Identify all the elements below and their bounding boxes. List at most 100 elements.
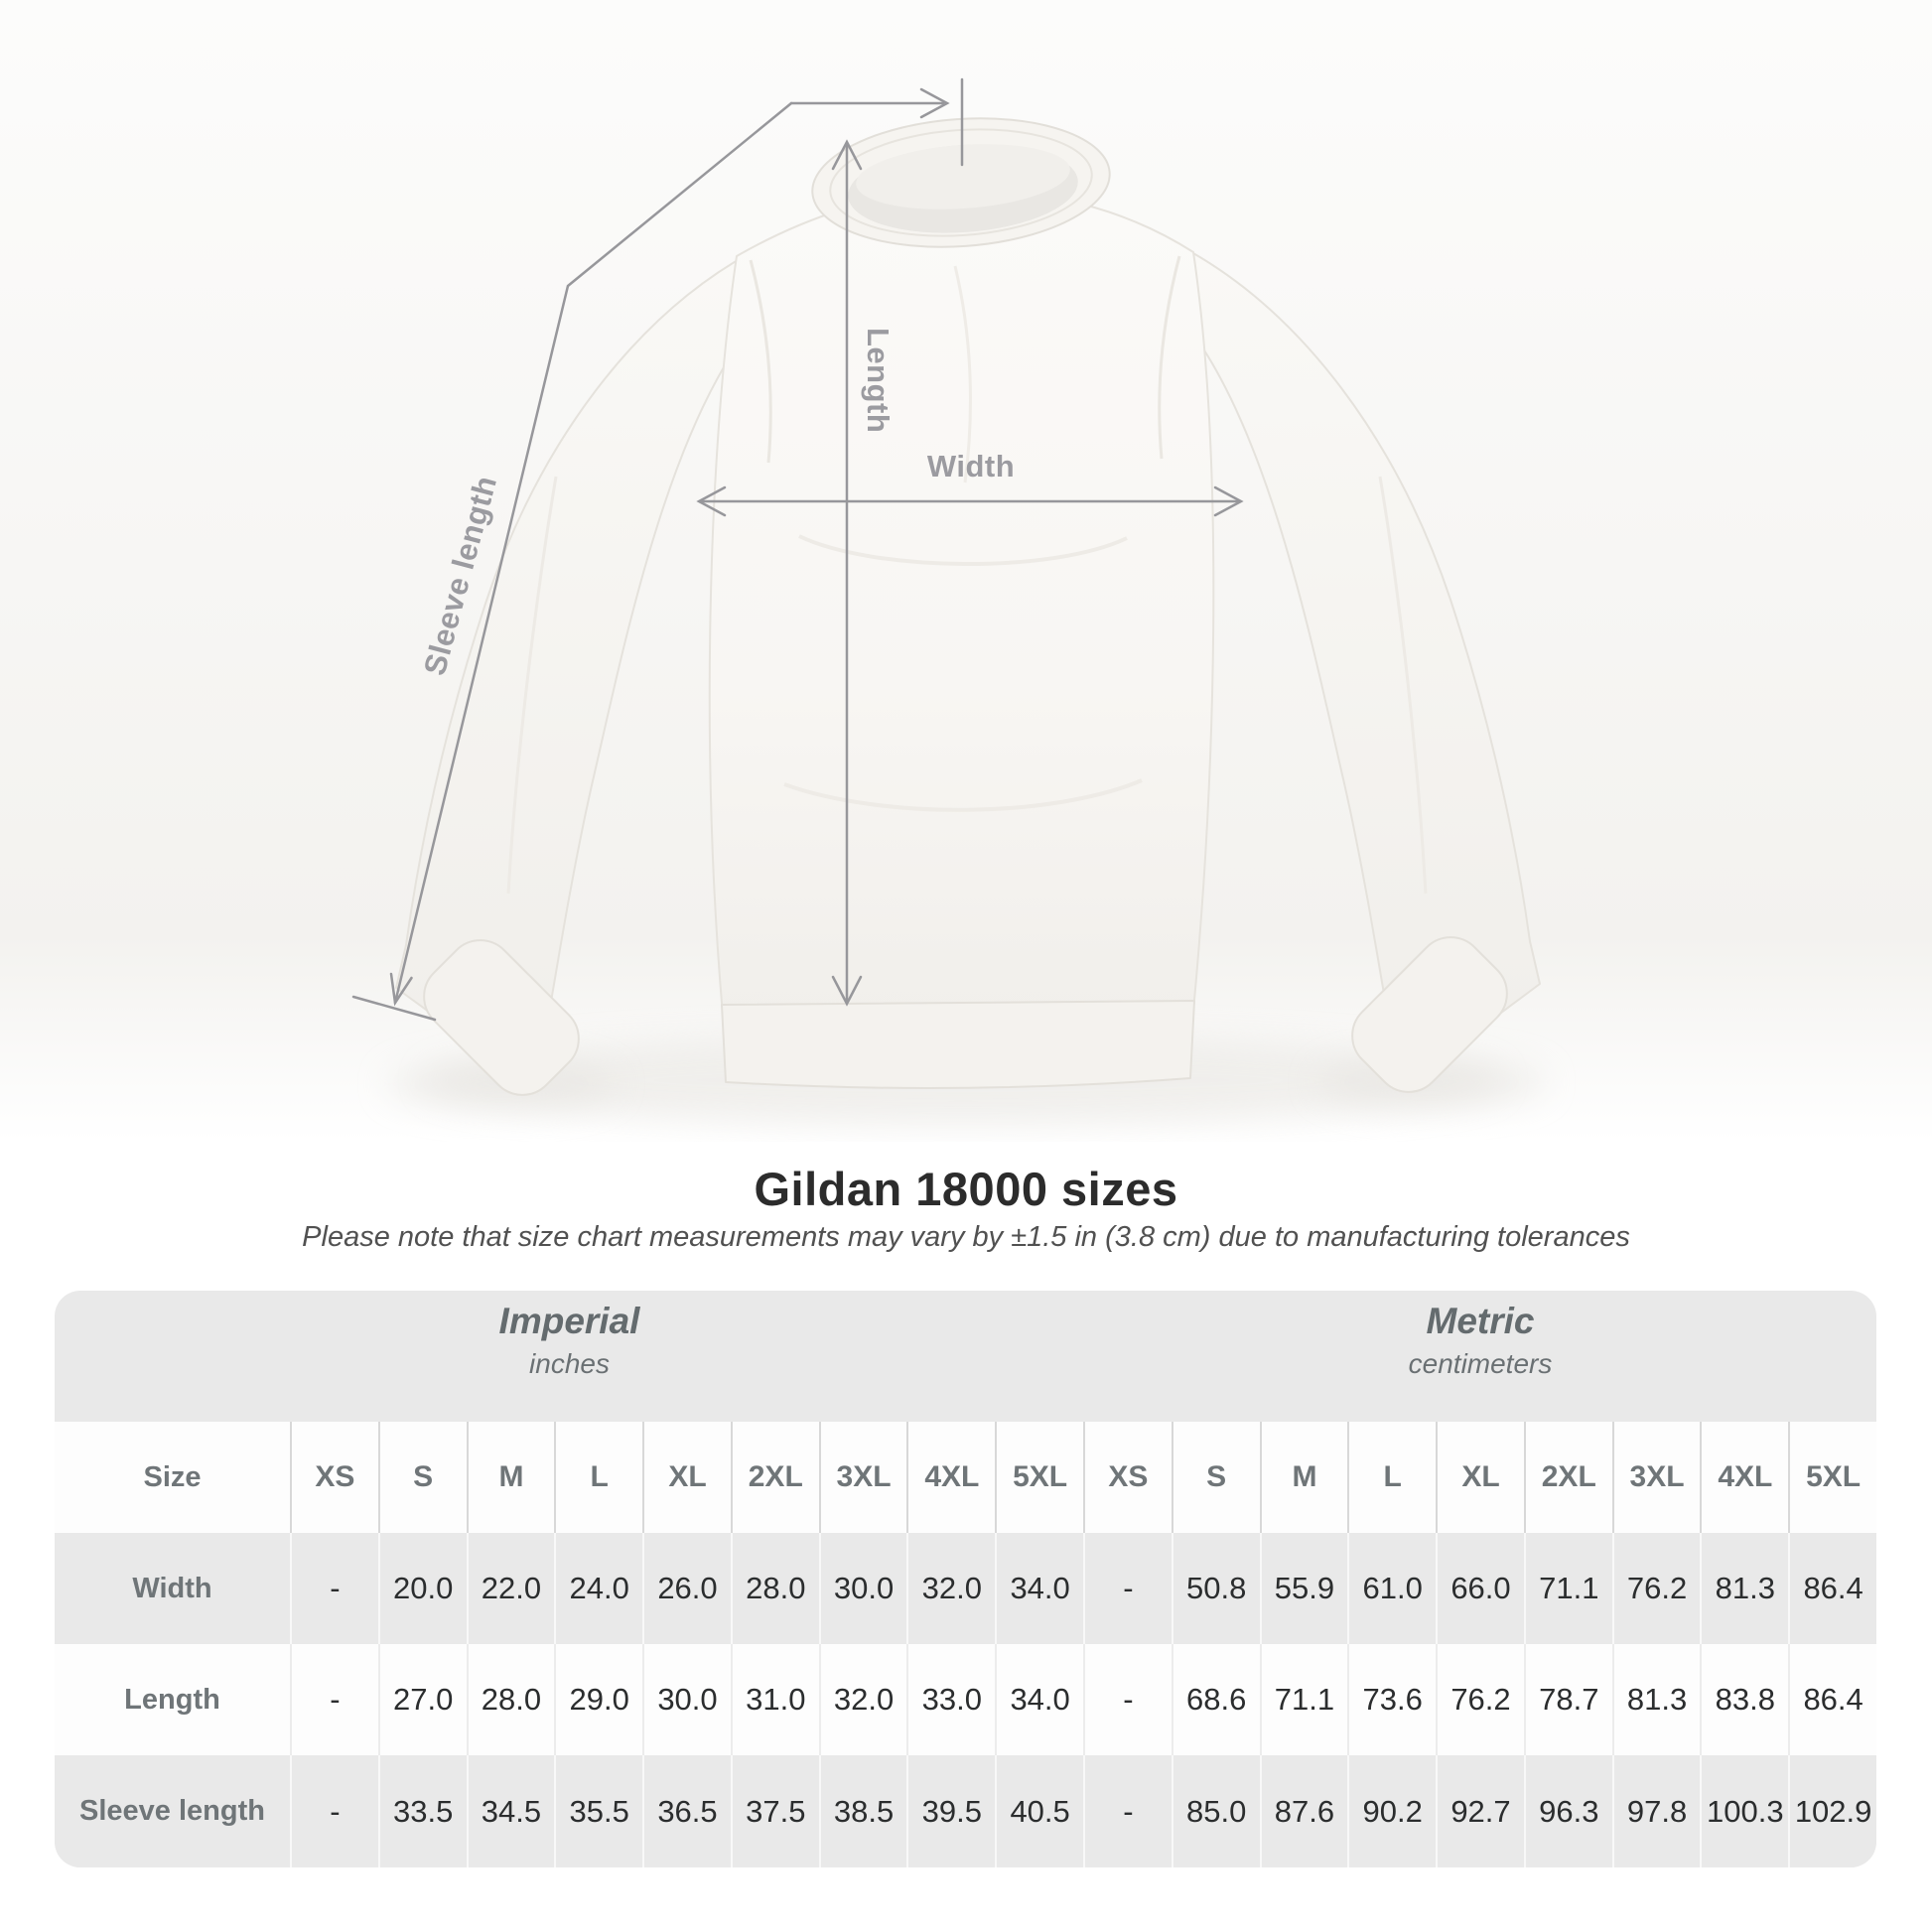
sleeve-fold	[1378, 476, 1428, 895]
table-cell: 33.5	[377, 1755, 467, 1867]
table-cell: 24.0	[554, 1533, 643, 1644]
table-row-length: Length - 27.0 28.0 29.0 30.0 31.0 32.0 3…	[55, 1644, 1876, 1755]
table-cell: 55.9	[1259, 1533, 1348, 1644]
row-label: Width	[55, 1533, 290, 1644]
table-cell: 87.6	[1259, 1755, 1348, 1867]
size-column-header: M	[1259, 1422, 1348, 1533]
sweatshirt	[395, 117, 1541, 1096]
table-cell: 50.8	[1171, 1533, 1260, 1644]
size-column-header: XS	[1083, 1422, 1172, 1533]
arrowhead	[1213, 485, 1244, 517]
group-unit: inches	[529, 1348, 610, 1379]
table-cell: 102.9	[1788, 1755, 1876, 1867]
metric-group-header: Metric centimeters	[1084, 1291, 1876, 1422]
table-cell: 76.2	[1436, 1644, 1524, 1755]
width-dimension-line	[696, 485, 1244, 517]
row-label: Length	[55, 1644, 290, 1755]
size-column-header: 2XL	[1523, 1422, 1612, 1533]
size-column-header: 3XL	[818, 1422, 907, 1533]
table-cell: 26.0	[642, 1533, 731, 1644]
end-tick	[351, 995, 437, 1022]
sweatshirt-measurement-diagram: Length Width Sleeve length	[0, 0, 1932, 1142]
table-cell: 40.5	[995, 1755, 1083, 1867]
table-cell: 34.0	[995, 1644, 1083, 1755]
table-cell: 81.3	[1611, 1644, 1701, 1755]
arrowhead	[831, 975, 863, 1007]
table-cell: 20.0	[377, 1533, 467, 1644]
inner-back-neck	[856, 144, 1070, 209]
table-cell: 34.5	[466, 1755, 555, 1867]
size-column-header: S	[1171, 1422, 1260, 1533]
table-cell: 34.0	[995, 1533, 1083, 1644]
table-cell: -	[290, 1533, 378, 1644]
table-cell: 78.7	[1523, 1644, 1612, 1755]
table-cell: 30.0	[818, 1533, 907, 1644]
table-cell: 71.1	[1523, 1533, 1612, 1644]
page-title: Gildan 18000 sizes	[754, 1163, 1178, 1215]
table-cell: 86.4	[1788, 1533, 1876, 1644]
table-cell: 32.0	[906, 1533, 996, 1644]
right-armhole-seam	[1158, 255, 1181, 460]
table-cell: 33.0	[906, 1644, 996, 1755]
unit-group-header-row: Imperial inches Metric centimeters	[55, 1291, 1876, 1422]
size-column-header: XS	[290, 1422, 378, 1533]
size-header-row: Size XS S M L XL 2XL 3XL 4XL 5XL XS S M …	[55, 1422, 1876, 1533]
wrinkle	[798, 534, 1128, 567]
table-cell: -	[290, 1644, 378, 1755]
size-chart-table: Imperial inches Metric centimeters Size …	[55, 1291, 1876, 1867]
table-cell: -	[1083, 1644, 1172, 1755]
sleeve-length-dimension-line	[351, 101, 793, 1022]
size-column-header: L	[554, 1422, 643, 1533]
collar-stitch	[829, 128, 1093, 237]
table-cell: 30.0	[642, 1644, 731, 1755]
arrowhead	[919, 87, 950, 119]
table-cell: 92.7	[1436, 1755, 1524, 1867]
table-cell: 31.0	[730, 1644, 819, 1755]
size-column-header: 4XL	[1700, 1422, 1789, 1533]
table-cell: 81.3	[1700, 1533, 1789, 1644]
size-column-header: M	[466, 1422, 555, 1533]
table-cell: 96.3	[1523, 1755, 1612, 1867]
group-name: Imperial	[498, 1301, 640, 1341]
table-cell: 100.3	[1700, 1755, 1789, 1867]
table-cell: -	[1083, 1533, 1172, 1644]
sleeve-fold	[506, 476, 558, 895]
arrowhead	[696, 485, 727, 517]
table-cell: 39.5	[906, 1755, 996, 1867]
group-unit: centimeters	[1408, 1348, 1553, 1379]
sweatshirt-body	[708, 189, 1215, 1016]
left-cuff	[423, 939, 580, 1096]
hem-band	[721, 1000, 1195, 1089]
table-cell: 35.5	[554, 1755, 643, 1867]
table-cell: 86.4	[1788, 1644, 1876, 1755]
size-column-header: 5XL	[995, 1422, 1083, 1533]
table-cell: 73.6	[1347, 1644, 1437, 1755]
table-cell: -	[290, 1755, 378, 1867]
size-column-header: 3XL	[1611, 1422, 1701, 1533]
wrinkle	[953, 265, 972, 483]
corner-header: Size	[55, 1422, 290, 1533]
measurement-overlay	[351, 77, 1244, 1022]
length-dimension-line	[831, 139, 863, 1007]
product-photo: Length Width Sleeve length	[0, 0, 1932, 1142]
table-cell: 71.1	[1259, 1644, 1348, 1755]
size-column-header: XL	[1436, 1422, 1524, 1533]
table-cell: 28.0	[466, 1644, 555, 1755]
table-cell: 90.2	[1347, 1755, 1437, 1867]
arrowhead	[831, 139, 863, 171]
shoulder-reference-line	[789, 77, 964, 167]
table-cell: 32.0	[818, 1644, 907, 1755]
table-cell: 27.0	[377, 1644, 467, 1755]
table-cell: 38.5	[818, 1755, 907, 1867]
imperial-group-header: Imperial inches	[55, 1291, 1084, 1422]
row-label: Sleeve length	[55, 1755, 290, 1867]
group-name: Metric	[1426, 1301, 1535, 1341]
table-cell: 97.8	[1611, 1755, 1701, 1867]
table-cell: 29.0	[554, 1644, 643, 1755]
table-cell: 83.8	[1700, 1644, 1789, 1755]
size-column-header: 5XL	[1788, 1422, 1876, 1533]
arrowhead	[389, 972, 413, 1007]
table-cell: -	[1083, 1755, 1172, 1867]
tolerance-note: Please note that size chart measurements…	[302, 1221, 1630, 1253]
